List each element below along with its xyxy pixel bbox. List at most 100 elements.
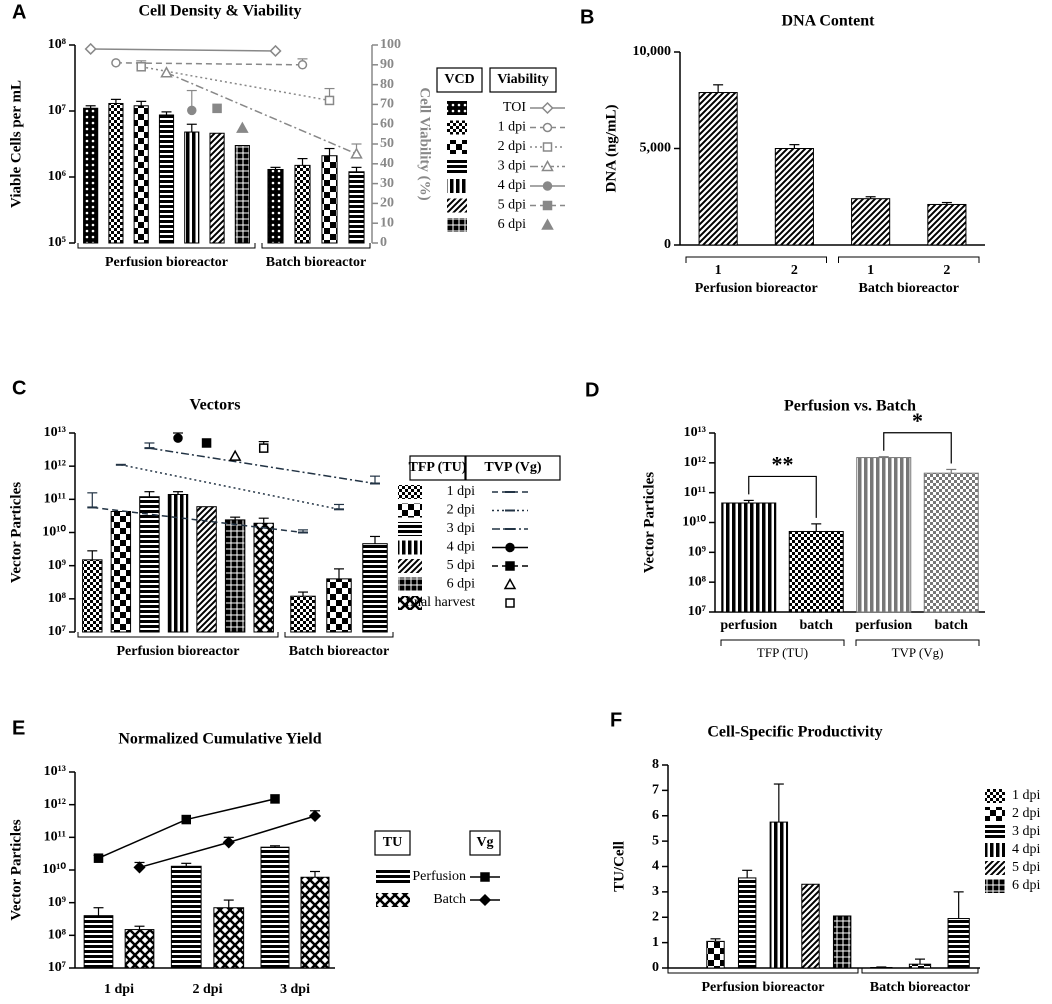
- bar: [908, 963, 932, 969]
- y-tick-label: 10⁸: [688, 574, 706, 589]
- bar: [267, 168, 284, 244]
- bar: [832, 915, 852, 969]
- panel-letter: D: [585, 379, 599, 401]
- legend-swatch: [447, 198, 467, 213]
- group-bracket: [855, 639, 980, 646]
- legend-label: 6 dpi: [447, 577, 476, 592]
- chart-title: Cell Density & Viability: [138, 3, 301, 20]
- bar: [196, 506, 217, 633]
- bar: [737, 877, 757, 969]
- bar: [788, 530, 844, 613]
- y-tick-label: 10¹²: [684, 455, 706, 470]
- group-label: Batch bioreactor: [266, 255, 366, 270]
- y2-tick-label: 50: [380, 136, 394, 151]
- chart-title: DNA Content: [782, 13, 876, 30]
- bar: [184, 131, 200, 244]
- x-tick-label: 1: [867, 263, 874, 278]
- y-tick-label: 10⁷: [48, 103, 66, 118]
- y2-tick-label: 100: [380, 37, 401, 52]
- significance-bracket: [883, 432, 952, 464]
- marker: [201, 438, 212, 448]
- y-axis-label: DNA (ng/mL): [603, 105, 619, 193]
- y-tick-label: 10⁷: [48, 960, 66, 975]
- bar: [923, 472, 979, 613]
- significance-label: *: [912, 408, 923, 433]
- legend-label: 2 dpi: [498, 139, 527, 154]
- legend-header: TU: [383, 835, 402, 850]
- legend-header-box: [409, 455, 466, 481]
- group-label: Batch bioreactor: [870, 980, 970, 995]
- legend-swatch: [985, 879, 1005, 893]
- panel-letter: B: [580, 6, 594, 28]
- marker: [160, 66, 173, 78]
- bar: [290, 595, 316, 633]
- line: [166, 72, 357, 155]
- marker: [324, 95, 335, 106]
- legend-label: 1 dpi: [1012, 788, 1041, 803]
- y-tick-label: 0: [664, 237, 671, 252]
- y2-tick-label: 80: [380, 77, 394, 92]
- legend-header: VCD: [444, 72, 474, 87]
- y-axis-label: TU/Cell: [611, 841, 627, 892]
- y-tick-label: 3: [652, 884, 659, 899]
- legend-swatch: [985, 825, 1005, 839]
- y-tick-label: 10⁸: [48, 591, 66, 606]
- bar: [213, 907, 245, 969]
- marker: [222, 836, 235, 849]
- x-tick-label: perfusion: [720, 618, 777, 633]
- y-tick-label: 10¹²: [44, 458, 66, 473]
- legend-swatch: [398, 577, 422, 592]
- bar: [774, 148, 814, 246]
- marker: [542, 200, 553, 211]
- y-tick-label: 10¹¹: [44, 492, 66, 507]
- legend-label: 3 dpi: [1012, 824, 1041, 839]
- marker: [541, 159, 554, 172]
- y-tick-label: 10¹³: [44, 425, 66, 440]
- bar: [209, 132, 225, 244]
- line: [141, 66, 330, 102]
- y-tick-label: 10,000: [633, 44, 672, 59]
- bar: [698, 92, 738, 246]
- y2-tick-label: 30: [380, 176, 394, 191]
- y-tick-label: 10⁷: [48, 624, 66, 639]
- significance-bracket: [748, 475, 817, 518]
- marker: [236, 121, 249, 133]
- x-tick-label: 3 dpi: [280, 982, 310, 997]
- chart-title: Normalized Cumulative Yield: [118, 731, 321, 748]
- legend-label: TOI: [503, 100, 526, 115]
- marker: [542, 122, 553, 133]
- bar: [947, 918, 970, 969]
- legend-label: 2 dpi: [447, 503, 476, 518]
- marker: [541, 101, 554, 115]
- bar: [721, 502, 777, 613]
- legend-label: 6 dpi: [1012, 878, 1041, 893]
- legend-swatch: [447, 140, 467, 154]
- x-tick-label: batch: [800, 618, 834, 633]
- bar: [769, 821, 789, 969]
- bar: [224, 519, 246, 633]
- y-tick-label: 10¹⁰: [682, 515, 706, 530]
- y2-tick-label: 10: [380, 215, 394, 230]
- y-tick-label: 7: [652, 783, 659, 798]
- bar: [294, 164, 311, 244]
- chart-title: Cell-Specific Productivity: [707, 724, 882, 741]
- line: [120, 464, 340, 511]
- legend-header-box: [469, 830, 501, 856]
- bar: [82, 559, 103, 633]
- group-bracket: [261, 243, 371, 249]
- bar: [851, 198, 891, 246]
- y-tick-label: 10¹³: [44, 764, 66, 779]
- group-bracket: [720, 639, 845, 646]
- y-tick-label: 5: [652, 833, 659, 848]
- y-tick-label: 10¹²: [44, 797, 66, 812]
- line: [90, 48, 276, 52]
- bar: [167, 493, 189, 633]
- group-bracket: [861, 968, 979, 974]
- bar: [927, 203, 967, 246]
- bar: [856, 457, 912, 613]
- marker: [480, 872, 490, 882]
- marker: [258, 443, 269, 453]
- panel-letter: C: [12, 377, 26, 399]
